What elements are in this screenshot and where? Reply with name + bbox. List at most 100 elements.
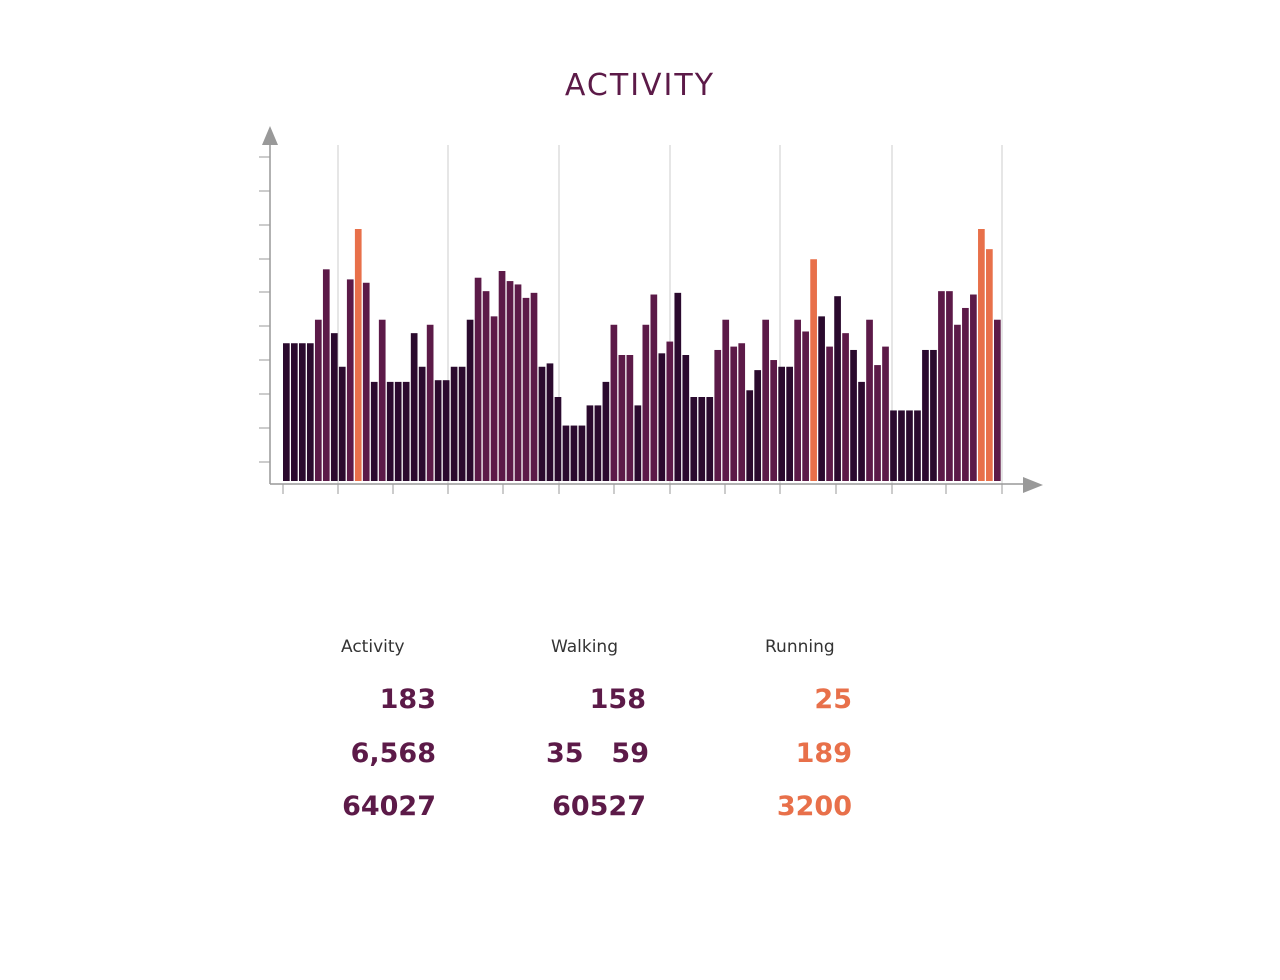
bar-86 <box>970 294 977 481</box>
bar-58 <box>746 390 754 481</box>
bar-35 <box>562 425 570 481</box>
bar-74 <box>874 365 881 481</box>
bar-6 <box>330 333 338 481</box>
bar-1 <box>290 343 298 481</box>
bar-72 <box>858 381 865 481</box>
walking-value-3: 60527 <box>552 791 646 822</box>
bar-76 <box>890 410 897 481</box>
bar-28 <box>506 281 514 481</box>
bar-82 <box>938 291 945 481</box>
bar-70 <box>842 333 849 481</box>
bar-20 <box>442 380 450 481</box>
bar-41 <box>610 324 618 481</box>
bar-65 <box>802 331 809 481</box>
bar-4 <box>314 319 322 481</box>
chart-title: ACTIVITY <box>564 68 716 103</box>
activity-value-2: 6,568 <box>350 738 436 769</box>
bar-45 <box>642 324 650 481</box>
bar-87 <box>978 229 985 481</box>
bar-54 <box>714 349 722 481</box>
bar-8 <box>346 279 354 481</box>
bar-67 <box>818 316 825 481</box>
bar-81 <box>930 349 937 481</box>
chart-bars <box>283 229 1001 481</box>
bar-88 <box>986 249 993 481</box>
bar-42 <box>618 355 626 481</box>
bar-55 <box>722 319 730 481</box>
bar-23 <box>466 319 474 481</box>
bar-75 <box>882 346 889 481</box>
bar-7 <box>338 366 346 481</box>
bar-60 <box>762 319 770 481</box>
bar-14 <box>394 381 402 481</box>
bar-25 <box>482 291 490 481</box>
bar-24 <box>474 277 482 481</box>
bar-33 <box>546 363 554 481</box>
bar-22 <box>458 366 466 481</box>
bar-37 <box>578 425 586 481</box>
bar-48 <box>666 341 674 481</box>
bar-89 <box>994 319 1001 481</box>
y-axis-arrow <box>262 126 278 145</box>
bar-27 <box>498 271 506 481</box>
bar-30 <box>522 297 530 481</box>
bar-64 <box>794 319 801 481</box>
bar-84 <box>954 324 961 481</box>
bar-5 <box>322 269 330 481</box>
bar-39 <box>594 405 602 481</box>
bar-21 <box>450 366 458 481</box>
bar-79 <box>914 410 921 481</box>
bar-32 <box>538 366 546 481</box>
bar-19 <box>434 380 442 481</box>
bar-77 <box>898 410 905 481</box>
bar-83 <box>946 291 953 481</box>
bar-2 <box>298 343 306 481</box>
bar-71 <box>850 349 857 481</box>
bar-62 <box>778 366 785 481</box>
bar-80 <box>922 349 929 481</box>
bar-56 <box>730 346 738 481</box>
bar-66 <box>810 259 817 481</box>
bar-43 <box>626 355 634 481</box>
bar-85 <box>962 307 969 481</box>
walking-value-2a: 35 <box>546 738 584 769</box>
bar-69 <box>834 296 841 481</box>
running-value-3: 3200 <box>776 791 852 822</box>
bar-46 <box>650 294 658 481</box>
bar-57 <box>738 343 746 481</box>
bar-12 <box>378 319 386 481</box>
x-axis-arrow <box>1023 477 1043 493</box>
bar-40 <box>602 381 610 481</box>
walking-value-2b: 59 <box>611 738 649 769</box>
running-value-1: 25 <box>814 684 852 715</box>
bar-38 <box>586 405 594 481</box>
activity-header: Activity <box>341 637 405 657</box>
bar-34 <box>554 397 562 481</box>
bar-36 <box>570 425 578 481</box>
bar-15 <box>402 381 410 481</box>
bar-49 <box>674 292 682 481</box>
bar-16 <box>410 333 418 481</box>
bar-44 <box>634 405 642 481</box>
chart-axes <box>259 126 1043 494</box>
bar-51 <box>690 397 698 481</box>
bar-50 <box>682 355 690 481</box>
bar-0 <box>283 343 290 481</box>
bar-17 <box>418 366 426 481</box>
bar-63 <box>786 366 793 481</box>
activity-value-1: 183 <box>379 684 436 715</box>
walking-header: Walking <box>551 637 618 657</box>
bar-9 <box>354 229 362 481</box>
activity-value-3: 64027 <box>342 791 436 822</box>
running-value-2: 189 <box>795 738 852 769</box>
bar-29 <box>514 284 522 481</box>
walking-value-1: 158 <box>589 684 646 715</box>
bar-53 <box>706 397 714 481</box>
bar-61 <box>770 360 778 481</box>
bar-73 <box>866 319 873 481</box>
bar-68 <box>826 346 833 481</box>
bar-18 <box>426 324 434 481</box>
bar-11 <box>370 381 378 481</box>
bar-31 <box>530 292 538 481</box>
bar-47 <box>658 353 666 481</box>
